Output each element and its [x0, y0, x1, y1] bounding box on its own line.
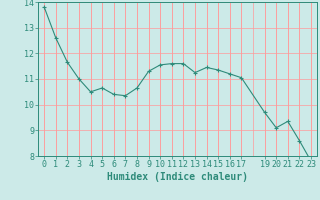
- X-axis label: Humidex (Indice chaleur): Humidex (Indice chaleur): [107, 172, 248, 182]
